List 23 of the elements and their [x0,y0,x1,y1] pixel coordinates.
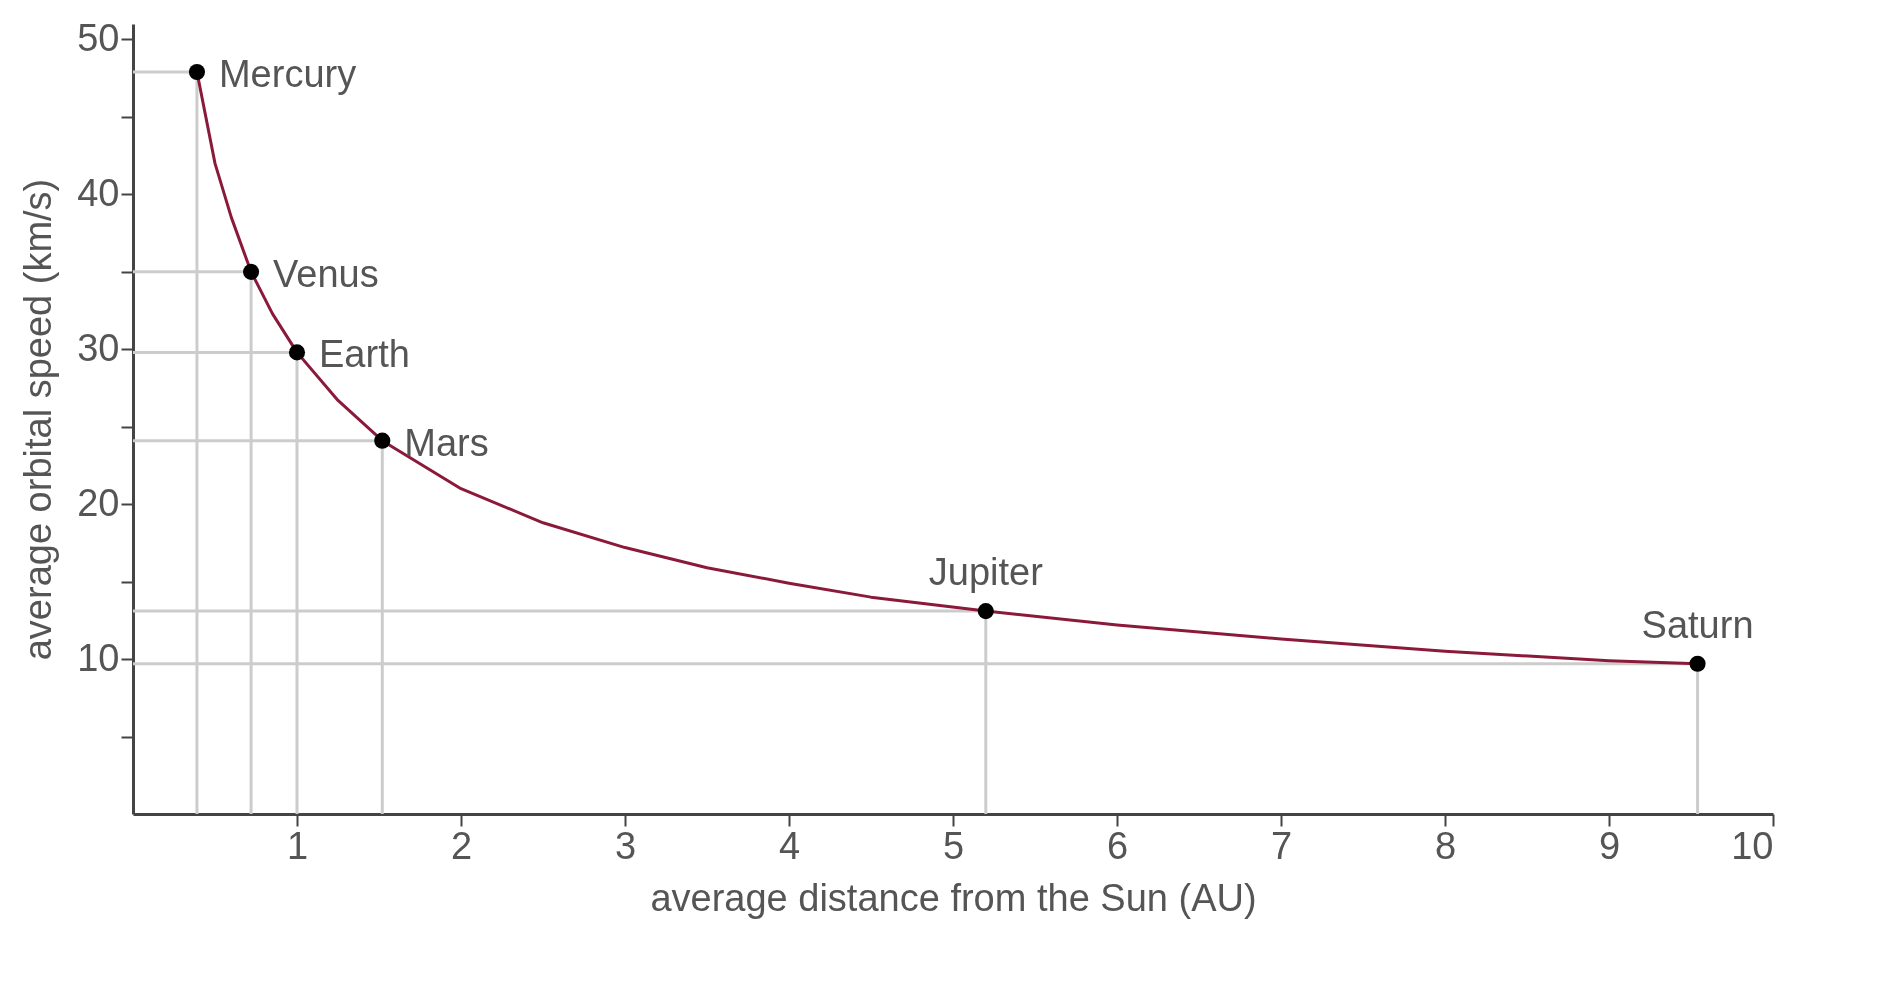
x-tick-label: 3 [614,824,637,867]
x-tick-label: 5 [942,824,965,867]
annotation: Mars [404,421,489,464]
x-tick-label: 9 [1598,824,1621,867]
y-tick-label: 20 [77,481,120,524]
x-tick-label: 10 [1731,824,1774,867]
x-axis-title: average distance from the Sun (AU) [650,876,1257,919]
x-tick-label: 4 [778,824,801,867]
x-tick-label: 6 [1106,824,1129,867]
annotation: Mercury [218,53,357,96]
y-tick-label: 40 [77,171,120,214]
y-tick-label: 10 [77,636,120,679]
y-tick-label: 30 [77,326,120,369]
annotation: Earth [319,333,410,376]
x-tick-label: 1 [286,824,309,867]
annotation: Saturn [1641,603,1754,646]
x-tick-label: 7 [1270,824,1293,867]
annotation: Venus [273,252,379,295]
x-tick-label: 2 [450,824,473,867]
y-axis-title: average orbital speed (km/s) [17,178,60,661]
x-tick-label: 8 [1434,824,1457,867]
annotation: Jupiter [928,551,1044,594]
y-tick-label: 50 [77,16,120,59]
